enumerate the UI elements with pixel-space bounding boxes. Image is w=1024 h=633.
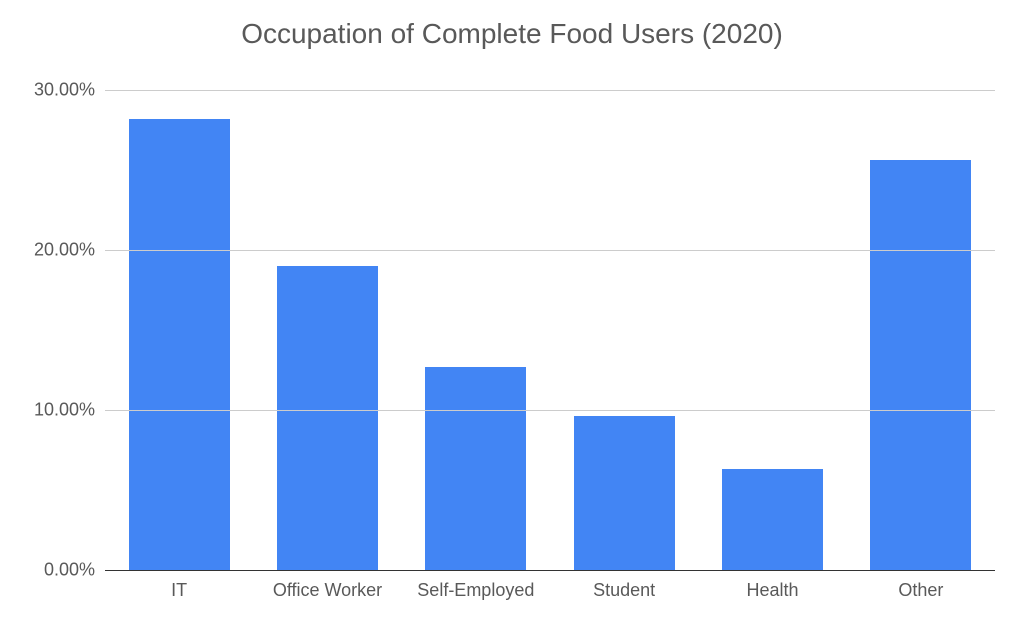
x-tick-label: Student: [593, 570, 655, 601]
bar: [129, 119, 230, 570]
axis-baseline: [105, 570, 995, 571]
plot-area: 0.00%10.00%20.00%30.00%ITOffice WorkerSe…: [105, 90, 995, 570]
gridline: [105, 410, 995, 411]
bar: [722, 469, 823, 570]
gridline: [105, 90, 995, 91]
bar: [870, 160, 971, 570]
y-tick-label: 20.00%: [34, 240, 105, 261]
chart-title: Occupation of Complete Food Users (2020): [0, 18, 1024, 50]
x-tick-label: Office Worker: [273, 570, 382, 601]
occupation-bar-chart: Occupation of Complete Food Users (2020)…: [0, 0, 1024, 633]
x-tick-label: IT: [171, 570, 187, 601]
bar: [574, 416, 675, 570]
x-tick-label: Health: [746, 570, 798, 601]
bar: [277, 266, 378, 570]
bars-layer: [105, 90, 995, 570]
bar: [425, 367, 526, 570]
gridline: [105, 250, 995, 251]
y-tick-label: 30.00%: [34, 80, 105, 101]
x-tick-label: Other: [898, 570, 943, 601]
x-tick-label: Self-Employed: [417, 570, 534, 601]
y-tick-label: 10.00%: [34, 400, 105, 421]
y-tick-label: 0.00%: [44, 560, 105, 581]
